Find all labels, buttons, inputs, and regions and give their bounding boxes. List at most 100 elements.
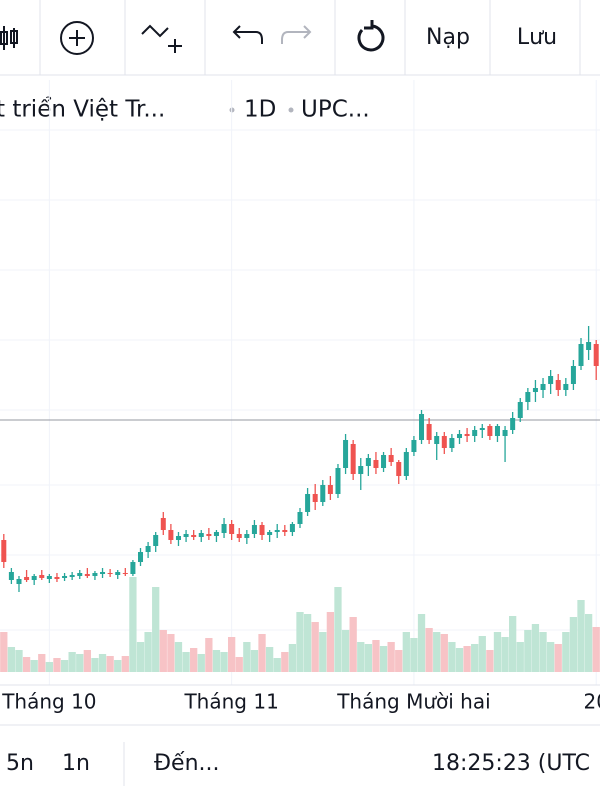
candle-body xyxy=(479,428,485,430)
load-button[interactable]: Nạp xyxy=(426,25,470,50)
candle-body xyxy=(244,534,250,538)
reset-button[interactable] xyxy=(357,20,385,52)
candle-body xyxy=(320,485,326,502)
candle-body xyxy=(350,444,356,474)
volume-bar xyxy=(258,634,266,672)
volume-bar xyxy=(501,637,509,672)
candle-body xyxy=(107,573,113,574)
candle-body xyxy=(8,572,14,580)
candle-body xyxy=(31,576,37,580)
candle-body xyxy=(525,392,531,402)
volume-bar xyxy=(326,612,335,672)
interval: 1D xyxy=(244,97,276,123)
candle-body xyxy=(403,452,409,476)
volume-bar xyxy=(410,638,418,672)
volume-bar xyxy=(592,627,600,672)
volume-bar xyxy=(136,642,145,672)
candle-body xyxy=(213,532,219,536)
volume-bar xyxy=(387,642,395,672)
candle-body xyxy=(274,530,280,532)
volume-bar xyxy=(402,632,410,672)
candle-body xyxy=(312,494,318,502)
volume-bar xyxy=(440,634,448,672)
volume-bar xyxy=(463,646,471,672)
volume-bar xyxy=(531,624,540,672)
chart-type-button[interactable] xyxy=(0,26,18,50)
volume-bar xyxy=(235,657,243,672)
candle-body xyxy=(517,402,523,418)
candle-body xyxy=(434,436,440,444)
volume-bar xyxy=(174,642,183,672)
redo-button[interactable] xyxy=(281,25,312,44)
volume-bar xyxy=(212,650,221,672)
candle-body xyxy=(593,344,599,366)
volume-bar xyxy=(15,650,23,672)
volume-bar xyxy=(144,632,152,672)
undo-button[interactable] xyxy=(232,25,263,44)
volume-bar xyxy=(364,644,372,672)
volume-bar xyxy=(471,644,479,672)
candle-body xyxy=(183,534,189,537)
x-tick-label: 20 xyxy=(583,690,600,714)
volume-bar xyxy=(30,660,38,672)
candle-body xyxy=(305,494,311,512)
volume-bar xyxy=(60,660,69,672)
symbol-header: t triển Việt Tr... 1D UPC... xyxy=(0,97,370,123)
goto-button[interactable]: Đến... xyxy=(154,751,220,776)
toolbar: Nạp Lưu xyxy=(0,0,600,76)
volume-bar xyxy=(182,652,190,672)
volume-bar xyxy=(395,650,403,672)
candle-body xyxy=(229,524,235,534)
volume-bar xyxy=(53,658,61,672)
candle-body xyxy=(396,462,402,476)
volume-bar xyxy=(433,632,441,672)
candle-body xyxy=(236,534,242,538)
range-1d[interactable]: 1n xyxy=(62,751,90,776)
volume-bar xyxy=(22,657,31,672)
range-5d[interactable]: 5n xyxy=(6,751,34,776)
volume-bar xyxy=(319,632,327,672)
candle-body xyxy=(456,434,462,438)
volume-bar xyxy=(7,647,16,672)
volume-bar xyxy=(509,616,517,672)
volume-bar xyxy=(417,614,426,672)
volume-bar xyxy=(98,654,107,672)
candle-body xyxy=(532,388,538,392)
volume-bar xyxy=(425,628,433,672)
volume-bar xyxy=(524,630,532,672)
volume-bar xyxy=(45,662,54,672)
volume-bar xyxy=(539,632,547,672)
candle-body xyxy=(54,577,60,579)
candle-body xyxy=(39,575,45,578)
volume-bar xyxy=(577,600,585,672)
volume-bar xyxy=(159,630,167,672)
candle-body xyxy=(198,533,204,537)
plot-area xyxy=(0,80,600,685)
volume-bar xyxy=(562,632,570,672)
volume-bar xyxy=(265,647,274,672)
x-tick-label: Tháng 10 xyxy=(1,690,96,714)
candle-body xyxy=(540,384,546,390)
volume-bar xyxy=(569,617,578,672)
add-button[interactable] xyxy=(60,21,94,55)
candle-body xyxy=(16,579,22,584)
candle-body xyxy=(1,540,7,562)
volume-bar xyxy=(121,656,129,672)
volume-bar xyxy=(197,654,205,672)
save-button[interactable]: Lưu xyxy=(517,25,557,50)
candle-body xyxy=(92,573,98,576)
volume-bar xyxy=(341,630,350,672)
candle-body xyxy=(138,552,144,562)
volume-bar xyxy=(379,646,388,672)
volume-bar xyxy=(243,642,251,672)
candle-body xyxy=(578,344,584,366)
candle-body xyxy=(130,562,136,574)
candle-body xyxy=(100,572,106,574)
volume-bar xyxy=(303,614,312,672)
indicators-button[interactable] xyxy=(141,24,182,53)
candle-body xyxy=(122,573,128,574)
candle-body xyxy=(168,530,174,540)
candle-body xyxy=(251,525,257,534)
candle-body xyxy=(548,376,554,384)
